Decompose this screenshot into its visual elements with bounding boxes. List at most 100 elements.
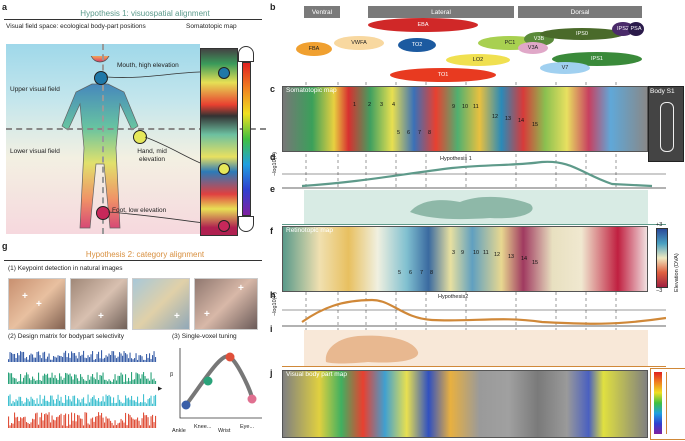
design-matrix-bar (128, 397, 130, 406)
design-matrix-bar (123, 351, 125, 362)
design-matrix-bar (108, 394, 110, 406)
panel-g-title-rule (4, 260, 262, 261)
design-matrix-bar (125, 353, 127, 362)
design-matrix-bar (23, 377, 25, 384)
design-matrix-bar (53, 419, 55, 428)
mouth-label: Mouth, high elevation (117, 62, 179, 69)
design-matrix-bar (27, 399, 29, 406)
design-matrix-bar (26, 397, 28, 406)
design-matrix-bar (30, 353, 32, 362)
design-matrix-bar (11, 423, 13, 428)
design-matrix-bar (63, 403, 65, 406)
design-matrix-bar (141, 402, 143, 406)
retinotopic-roi-number: 12 (494, 252, 501, 258)
design-matrix-bar (47, 373, 49, 384)
design-matrix-bar (132, 400, 134, 406)
design-matrix-bar (93, 377, 95, 384)
design-matrix-bar (138, 374, 140, 384)
design-matrix-bar (116, 402, 118, 406)
roi-v3a: V3A (518, 42, 548, 54)
design-matrix-bar (134, 358, 136, 362)
design-matrix-bar (35, 357, 37, 362)
design-matrix-bar (47, 414, 49, 428)
design-matrix-bar (152, 414, 154, 428)
design-matrix-bar (93, 359, 95, 362)
design-matrix-bar (141, 356, 143, 362)
design-matrix-bar (21, 381, 23, 384)
design-matrix-bar (26, 422, 28, 428)
design-matrix-bar (75, 374, 77, 384)
design-matrix-bar (24, 416, 26, 428)
design-matrix-bar (141, 418, 143, 428)
design-matrix-bar (65, 350, 67, 362)
design-matrix-bar (132, 359, 134, 362)
design-matrix-bar (113, 351, 115, 362)
design-matrix-bar (26, 372, 28, 384)
design-matrix-bar (149, 353, 151, 362)
hypothesis1-curve-title: Hypothesis 1 (440, 156, 472, 162)
design-matrix-bar (116, 358, 118, 362)
mask-i-rule (282, 366, 666, 367)
tuning-label-wrist: Wrist (218, 428, 231, 434)
colorbar-max: +3 (656, 222, 663, 228)
design-matrix-bar (44, 414, 46, 428)
design-matrix-bar (20, 396, 22, 406)
head-icon (238, 46, 254, 62)
design-matrix-bar (77, 414, 79, 428)
design-matrix-bar (104, 357, 106, 362)
design-matrix-bar (101, 412, 103, 428)
design-matrix-bar (105, 416, 107, 428)
design-matrix-bar (83, 350, 85, 362)
design-matrix-bar (69, 357, 71, 362)
design-matrix-bar (119, 352, 121, 362)
design-matrix-bar (8, 395, 10, 406)
design-matrix-bar (107, 356, 109, 362)
design-matrix-bar (153, 422, 155, 428)
keypoint-marker: + (36, 299, 42, 310)
design-matrix-bar (17, 416, 19, 428)
colorbar-min: −3 (656, 288, 663, 294)
panel-a-title-rule (4, 19, 262, 20)
design-matrix-bar (123, 422, 125, 428)
design-matrix-bar (65, 395, 67, 406)
design-matrix-bar (146, 353, 148, 362)
design-matrix-bar (98, 351, 100, 362)
design-matrix-bar (141, 374, 143, 384)
design-matrix-bar (140, 355, 142, 362)
retinotopic-roi-number: 7 (420, 270, 424, 276)
design-matrix-bar (144, 402, 146, 406)
design-matrix-bar (108, 418, 110, 428)
design-matrix-bar (86, 403, 88, 406)
roi-v7: V7 (540, 62, 590, 74)
strip-foot-dot (218, 220, 230, 232)
design-matrix-bar (56, 357, 58, 362)
design-matrix-bar (84, 380, 86, 384)
mask-i-blob (325, 335, 419, 364)
design-matrix-bar (155, 394, 157, 406)
photo-feet (194, 278, 258, 330)
design-matrix-bar (95, 399, 97, 406)
header-lateral: Lateral (368, 6, 514, 18)
tuning-curve-line (184, 354, 254, 407)
design-matrix-bar (48, 401, 50, 406)
design-matrix-bar (33, 419, 35, 428)
design-matrix-bar (111, 381, 113, 384)
somatotopic-roi-number: 12 (492, 114, 499, 120)
design-matrix-bar (90, 354, 92, 362)
design-matrix-bar (155, 415, 157, 428)
design-matrix-bar (78, 399, 80, 406)
photo-teddy (132, 278, 190, 330)
design-matrix-bar (72, 353, 74, 362)
design-matrix-bar (44, 373, 46, 384)
design-matrix-bar (140, 402, 142, 406)
panel-i-label: i (270, 324, 273, 334)
design-matrix-bar (24, 402, 26, 406)
somatotopic-roi-number: 13 (505, 116, 512, 122)
design-matrix-bar (12, 423, 14, 428)
design-matrix-bar (87, 374, 89, 384)
design-matrix-bar (36, 351, 38, 362)
lower-field-label: Lower visual field (10, 148, 60, 155)
visual-body-part-map-label: Visual body part map (286, 371, 347, 378)
design-matrix-bar (20, 374, 22, 384)
design-matrix-bar (132, 379, 134, 384)
